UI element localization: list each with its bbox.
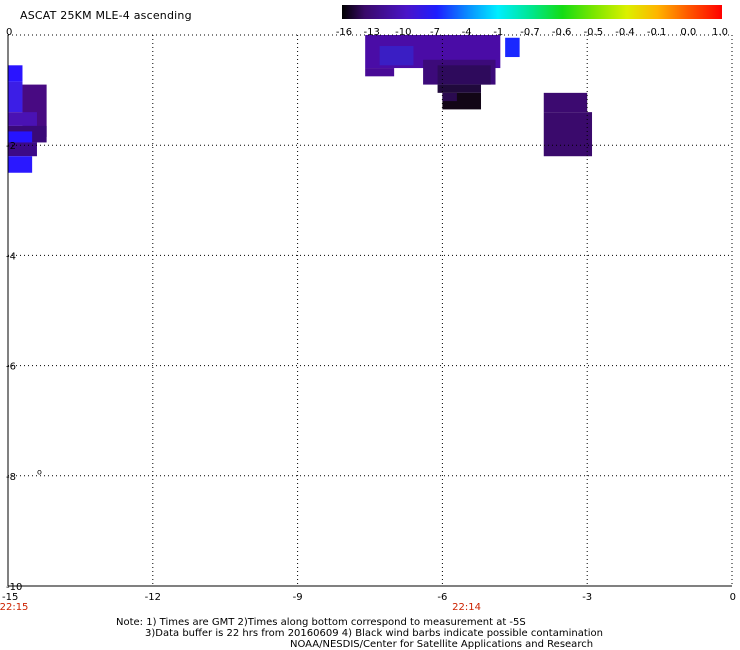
- colorbar-tick-label: -7: [430, 27, 440, 38]
- heatmap-cell: [442, 92, 457, 102]
- heatmap-cell: [8, 156, 33, 173]
- colorbar-tick-label: -16: [336, 27, 352, 38]
- y-tick-label: 0: [6, 27, 12, 38]
- x-tick-label: -12: [145, 592, 161, 603]
- y-tick-label: -6: [6, 362, 16, 373]
- x-tick-label: -15: [2, 592, 18, 603]
- x-tick-label: -9: [293, 592, 303, 603]
- heatmap-cell: [379, 46, 414, 66]
- heatmap-cell: [437, 84, 482, 93]
- x-tick-label: 0: [730, 592, 736, 603]
- colorbar: [342, 5, 722, 19]
- y-tick-label: -4: [6, 251, 16, 262]
- colorbar-tick-label: 1.0: [712, 27, 728, 38]
- note-line-1: Note: 1) Times are GMT 2)Times along bot…: [116, 617, 526, 628]
- colorbar-tick-label: -1: [493, 27, 503, 38]
- x-tick-label: -3: [582, 592, 592, 603]
- colorbar-tick-label: -10: [395, 27, 411, 38]
- colorbar-tick-label: 0.0: [680, 27, 696, 38]
- colorbar-tick-label: -13: [363, 27, 379, 38]
- time-label: 22:14: [452, 602, 481, 613]
- heatmap-cell: [365, 68, 395, 77]
- heatmap-cell: [543, 92, 588, 113]
- y-tick-label: -2: [6, 141, 16, 152]
- heatmap-cell: [505, 37, 520, 58]
- colorbar-tick-label: -0.4: [615, 27, 635, 38]
- note-line-2: 3)Data buffer is 22 hrs from 20160609 4)…: [145, 628, 603, 639]
- chart-title: ASCAT 25KM MLE-4 ascending: [20, 9, 192, 22]
- colorbar-tick-label: -0.6: [552, 27, 572, 38]
- heatmap-cell: [543, 112, 593, 157]
- heatmap-cell: [8, 112, 37, 126]
- colorbar-tick-label: -0.5: [584, 27, 604, 38]
- heatmap-cell: [437, 65, 491, 85]
- heatmap-cell: [8, 81, 23, 113]
- heatmap-cell: [8, 65, 23, 82]
- heatmap-cell: [8, 142, 37, 157]
- x-tick-label: -6: [437, 592, 447, 603]
- colorbar-tick-label: -0.7: [520, 27, 540, 38]
- colorbar-tick-label: -4: [462, 27, 472, 38]
- time-label: 22:15: [0, 602, 28, 613]
- y-tick-label: -8: [6, 472, 16, 483]
- y-tick-label: -10: [6, 582, 22, 593]
- note-line-3: NOAA/NESDIS/Center for Satellite Applica…: [290, 639, 594, 650]
- heatmap-cell: [8, 131, 33, 146]
- wind-marker: o: [37, 468, 42, 477]
- colorbar-tick-label: -0.1: [647, 27, 667, 38]
